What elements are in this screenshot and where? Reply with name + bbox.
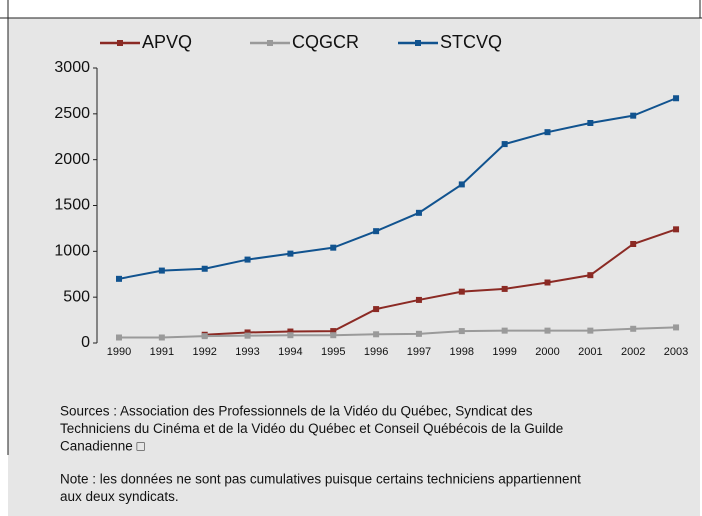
y-tick-label: 3000	[54, 59, 90, 76]
point	[501, 327, 508, 334]
note-text: Note : les données ne sont pas cumulativ…	[60, 472, 581, 487]
legend-label: CQGCR	[292, 32, 359, 52]
y-tick-label: 1500	[54, 197, 90, 214]
point	[116, 334, 122, 341]
point	[458, 288, 465, 295]
legend-label: STCVQ	[440, 32, 502, 52]
y-tick-label: 2000	[54, 151, 90, 168]
x-tick-label: 2001	[578, 346, 602, 358]
point	[458, 328, 465, 335]
y-tick-label: 1000	[54, 243, 90, 260]
y-tick-label: 500	[63, 288, 90, 305]
x-tick-label: 1994	[278, 346, 302, 358]
point	[158, 334, 165, 341]
point	[287, 332, 294, 339]
legend-marker	[415, 40, 421, 46]
point	[373, 306, 380, 313]
legend-marker	[117, 40, 123, 46]
x-tick-label: 1995	[321, 346, 345, 358]
point	[673, 226, 680, 233]
point	[330, 328, 337, 335]
point	[201, 265, 208, 272]
point	[244, 329, 251, 336]
point	[287, 328, 294, 335]
point	[458, 181, 465, 188]
point	[544, 327, 551, 334]
panel	[8, 18, 700, 516]
point	[244, 332, 251, 339]
point	[587, 272, 594, 279]
series-line	[204, 228, 677, 336]
x-tick-label: 1990	[107, 346, 131, 358]
series-line	[119, 326, 677, 339]
sources-text: Sources : Association des Professionnels…	[60, 404, 533, 419]
point	[544, 129, 551, 136]
point	[201, 333, 208, 340]
x-tick-label: 1996	[364, 346, 388, 358]
x-tick-label: 2000	[535, 346, 559, 358]
point	[415, 330, 422, 337]
point	[587, 120, 594, 126]
point	[287, 250, 294, 257]
legend-marker	[267, 40, 273, 46]
sources-text: Canadienne □	[60, 439, 145, 454]
point	[158, 267, 165, 274]
point	[501, 285, 508, 292]
point	[673, 95, 680, 102]
point	[330, 332, 337, 339]
point	[244, 256, 251, 263]
sources-text: Techniciens du Cinéma et de la Vidéo du …	[60, 421, 563, 436]
note-text: aux deux syndicats.	[60, 489, 179, 504]
point	[587, 327, 594, 334]
point	[630, 112, 637, 119]
x-tick-label: 1997	[407, 346, 431, 358]
x-tick-label: 1991	[150, 346, 174, 358]
point	[116, 275, 122, 282]
point	[544, 279, 551, 286]
point	[373, 331, 380, 338]
x-tick-label: 1992	[192, 346, 216, 358]
series-line	[118, 97, 677, 280]
x-tick-label: 2003	[664, 346, 688, 358]
legend-label: APVQ	[142, 32, 192, 52]
x-tick-label: 1999	[492, 346, 516, 358]
point	[501, 141, 508, 148]
point	[630, 325, 637, 332]
point	[415, 209, 422, 216]
x-tick-label: 1993	[235, 346, 259, 358]
point	[330, 244, 337, 251]
point	[373, 228, 380, 235]
y-tick-label: 2500	[54, 105, 90, 122]
point	[415, 296, 422, 303]
point	[630, 241, 637, 247]
x-tick-label: 1998	[450, 346, 474, 358]
y-tick-label: 0	[81, 334, 90, 351]
point	[673, 324, 680, 331]
x-tick-label: 2002	[621, 346, 645, 358]
